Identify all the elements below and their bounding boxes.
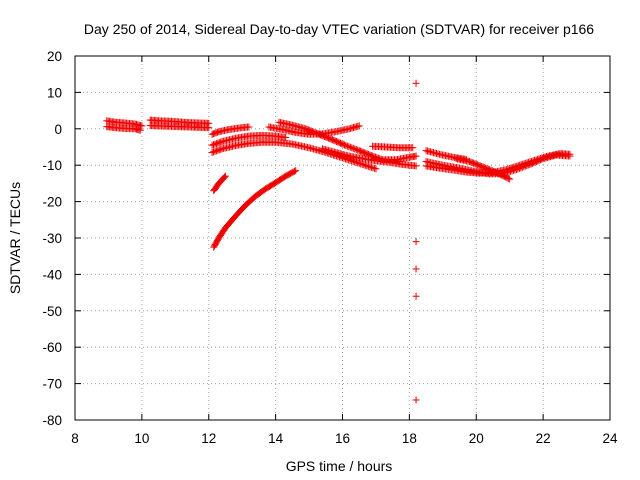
- x-tick-label: 16: [335, 431, 350, 446]
- data-point-arc11: [349, 144, 357, 152]
- data-point-arc6: [282, 134, 290, 142]
- data-point-arc6: [215, 139, 223, 147]
- y-tick-label: -70: [42, 377, 62, 392]
- y-tick-label: -50: [42, 304, 62, 319]
- data-point-arc5: [245, 123, 253, 131]
- data-point-arc7: [208, 148, 216, 156]
- x-tick-label: 8: [71, 431, 79, 446]
- data-point-arc13: [409, 144, 417, 152]
- y-tick-label: 20: [47, 49, 62, 64]
- data-point-arc11: [351, 145, 359, 153]
- data-point-arc11: [348, 144, 356, 152]
- outlier-point: [412, 79, 420, 87]
- data-point-arc17: [504, 174, 512, 182]
- data-point-arc17: [506, 175, 514, 183]
- y-tick-label: -40: [42, 267, 62, 282]
- chart-title: Day 250 of 2014, Sidereal Day-to-day VTE…: [84, 21, 594, 37]
- data-point-arc2: [136, 126, 144, 134]
- grid: [75, 56, 610, 420]
- data-point-arc6: [214, 139, 222, 147]
- data-point-arc7: [214, 146, 222, 154]
- data-point-arc7: [211, 147, 219, 155]
- x-tick-label: 18: [402, 431, 417, 446]
- data-point-arc9: [290, 167, 298, 175]
- data-point-arc7: [210, 148, 218, 156]
- data-point-arc6: [212, 140, 220, 148]
- data-point-arc11: [346, 143, 354, 151]
- y-tick-label: -30: [42, 231, 62, 246]
- outlier-point: [412, 238, 420, 246]
- data-point-arc11: [412, 152, 420, 160]
- y-tick-label: -80: [42, 413, 62, 428]
- data-point-arc11: [345, 143, 353, 151]
- x-tick-label: 22: [536, 431, 551, 446]
- data-point-arc7: [372, 165, 380, 173]
- plot-frame: [74, 55, 611, 421]
- y-tick-label: -60: [42, 340, 62, 355]
- axis-ticks: 8 10 12 14 16 18 20 22 24 20 10 0 -10 -20 -30 -40 -50 -60…: [42, 49, 618, 446]
- y-tick-label: 10: [47, 85, 62, 100]
- data-point-arc7: [217, 145, 225, 153]
- data-point-arc7: [212, 147, 220, 155]
- x-tick-label: 20: [469, 431, 484, 446]
- data-points: [103, 79, 574, 404]
- y-tick-label: 0: [54, 122, 62, 137]
- x-tick-label: 14: [268, 431, 284, 446]
- data-point-arc9: [292, 167, 300, 175]
- data-point-arc6: [210, 141, 218, 149]
- y-axis-label: SDTVAR / TECUs: [7, 182, 23, 294]
- data-point-arc11: [343, 142, 351, 150]
- data-point-arc6: [211, 140, 219, 148]
- data-point-arc11: [352, 146, 360, 154]
- x-tick-label: 12: [201, 431, 216, 446]
- data-point-arc6: [208, 141, 216, 149]
- x-tick-label: 10: [134, 431, 149, 446]
- data-point-arc8: [221, 172, 229, 180]
- data-point-arc7: [215, 146, 223, 154]
- y-tick-label: -10: [42, 158, 62, 173]
- data-point-arc10: [355, 122, 363, 130]
- x-tick-label: 24: [602, 431, 618, 446]
- outlier-point: [412, 396, 420, 404]
- outlier-point: [412, 265, 420, 273]
- outlier-point: [412, 292, 420, 300]
- data-point-arc1: [138, 122, 146, 130]
- data-point-arc12: [412, 162, 420, 170]
- y-tick-label: -20: [42, 195, 62, 210]
- data-point-arc4: [205, 124, 213, 132]
- x-axis-label: GPS time / hours: [286, 458, 393, 474]
- data-point-arc8: [221, 173, 229, 181]
- data-point-arc6: [217, 138, 225, 146]
- data-point-arc11: [342, 142, 350, 150]
- data-point-arc16: [566, 150, 574, 158]
